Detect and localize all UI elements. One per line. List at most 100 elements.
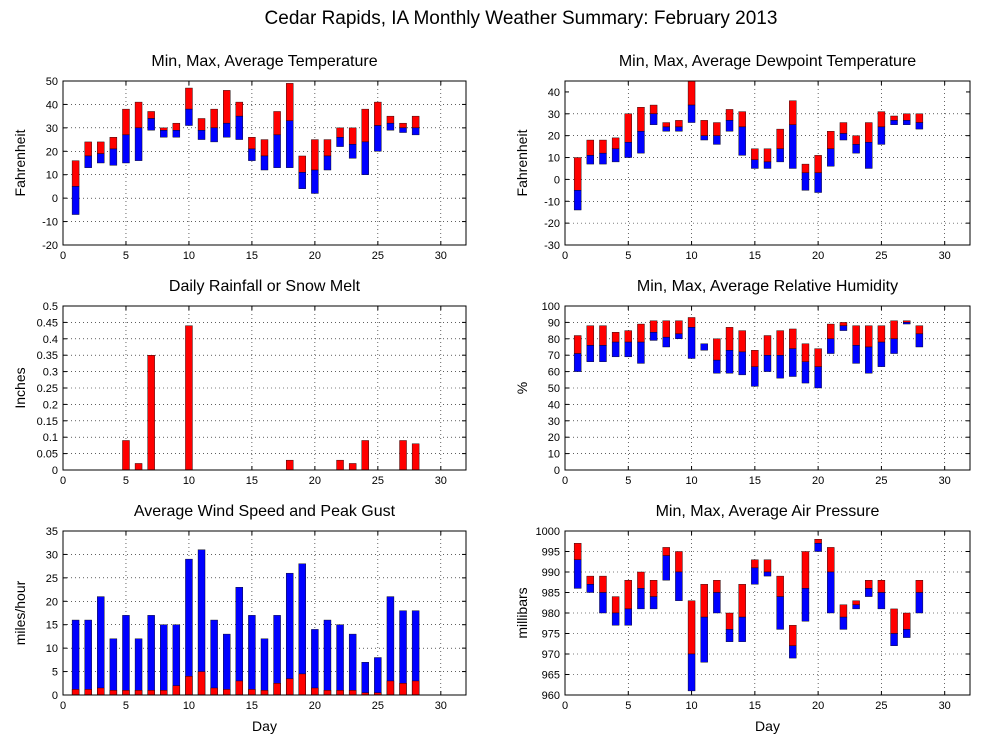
y-tick-label: 30	[548, 416, 560, 428]
bar-lower	[573, 353, 582, 372]
bar-lower	[890, 338, 898, 354]
bar-upper	[839, 122, 848, 134]
bar-lower	[109, 148, 118, 166]
x-tick-label: 15	[246, 700, 258, 712]
bar-upper	[865, 580, 873, 589]
bar-lower	[687, 104, 696, 123]
bar-lower	[801, 588, 810, 622]
bar-upper	[84, 141, 92, 157]
bar-upper	[751, 559, 759, 569]
x-tick-label: 10	[685, 250, 697, 262]
bar-upper	[197, 118, 206, 131]
bar-gust	[361, 662, 369, 696]
plot-frame	[564, 305, 971, 471]
bar-upper	[599, 139, 607, 154]
x-tick-label: 5	[625, 700, 631, 712]
bar-lower	[852, 345, 860, 364]
bar-average	[285, 678, 294, 696]
bar-upper	[97, 141, 105, 154]
plot-frame	[62, 305, 467, 471]
y-tick-label: 25	[46, 573, 58, 585]
bar-lower	[71, 186, 80, 215]
bar-lower	[725, 120, 734, 132]
bar-upper	[675, 320, 683, 335]
bar-upper	[637, 107, 645, 132]
bar-upper	[611, 137, 620, 149]
y-tick-label: -30	[544, 240, 560, 252]
bar-lower	[827, 338, 835, 354]
bar-upper	[586, 139, 595, 156]
bar-lower	[776, 148, 784, 163]
bar-gust	[273, 615, 281, 696]
y-tick-label: 10	[548, 153, 560, 165]
bar-lower	[903, 629, 911, 638]
y-tick-label: 30	[46, 549, 58, 561]
y-tick-label: 40	[46, 99, 58, 111]
bar-upper	[134, 101, 143, 129]
y-axis-label: %	[514, 382, 530, 394]
bars-wind	[71, 549, 420, 696]
x-tick-label: 25	[875, 250, 887, 262]
bar	[134, 463, 143, 471]
bar-lower	[687, 327, 696, 359]
bar-upper	[903, 320, 911, 323]
bar-lower	[637, 588, 645, 610]
chart-dewpoint: -30 -20 -10 0 10 20 30 40 0 5 10 15 20 25 30 Min, Max, …	[514, 53, 971, 262]
x-tick-label: 25	[372, 700, 384, 712]
x-tick-label: 0	[562, 700, 568, 712]
y-tick-label: 0.25	[37, 383, 58, 395]
bar-upper	[713, 580, 721, 593]
bar-upper	[687, 600, 696, 655]
bar-lower	[738, 126, 746, 156]
bar-lower	[801, 361, 810, 384]
y-tick-label: 995	[542, 547, 560, 559]
bar-lower	[827, 571, 835, 614]
bar-lower	[865, 142, 873, 169]
bar-upper	[687, 80, 696, 106]
bar-lower	[789, 348, 797, 377]
y-tick-label: 0.45	[37, 317, 58, 329]
x-tick-label: 15	[246, 250, 258, 262]
bar-upper	[185, 87, 193, 110]
bar-lower	[890, 633, 898, 647]
x-tick-label: 5	[625, 475, 631, 487]
bar-average	[323, 690, 332, 696]
bar-lower	[675, 333, 683, 340]
y-tick-label: 0	[52, 690, 58, 702]
plot-frame	[62, 80, 467, 246]
bar-lower	[751, 366, 759, 387]
bar-lower	[586, 584, 595, 593]
chart-temp: -20 -10 0 10 20 30 40 50 0 5 10 15 20 25 30 Min, Max, A…	[12, 53, 467, 262]
y-tick-label: 30	[46, 123, 58, 135]
bar-upper	[877, 580, 886, 593]
bar-upper	[336, 127, 344, 138]
bar-upper	[725, 109, 734, 121]
bar-gust	[122, 615, 130, 696]
x-tick-label: 10	[685, 700, 697, 712]
bar-upper	[122, 108, 130, 136]
bar-average	[348, 690, 357, 696]
chart-rain: 0 0.05 0.1 0.15 0.2 0.25 0.3 0.35 0.4 0.45 0.5 0 5 10…	[12, 278, 467, 487]
x-tick-label: 25	[372, 475, 384, 487]
bar-lower	[599, 152, 607, 165]
y-tick-label: 10	[46, 170, 58, 182]
y-tick-label: 970	[542, 649, 560, 661]
bars-humidity	[573, 317, 924, 389]
bar-average	[248, 689, 256, 696]
x-tick-label: 0	[562, 250, 568, 262]
bar-upper	[877, 111, 886, 128]
bar-upper	[801, 551, 810, 589]
bar-lower	[852, 144, 860, 154]
bar-average	[109, 690, 118, 696]
y-tick-label: 90	[548, 317, 560, 329]
y-tick-label: 0.15	[37, 416, 58, 428]
bar-upper	[611, 332, 620, 343]
bar-lower	[725, 350, 734, 374]
y-axis-label: Inches	[12, 367, 28, 408]
bar-average	[122, 690, 130, 696]
bar-lower	[160, 129, 168, 138]
bar-lower	[248, 148, 256, 161]
bar-lower	[273, 134, 281, 168]
bar-upper	[725, 327, 734, 351]
bar-lower	[323, 155, 332, 171]
